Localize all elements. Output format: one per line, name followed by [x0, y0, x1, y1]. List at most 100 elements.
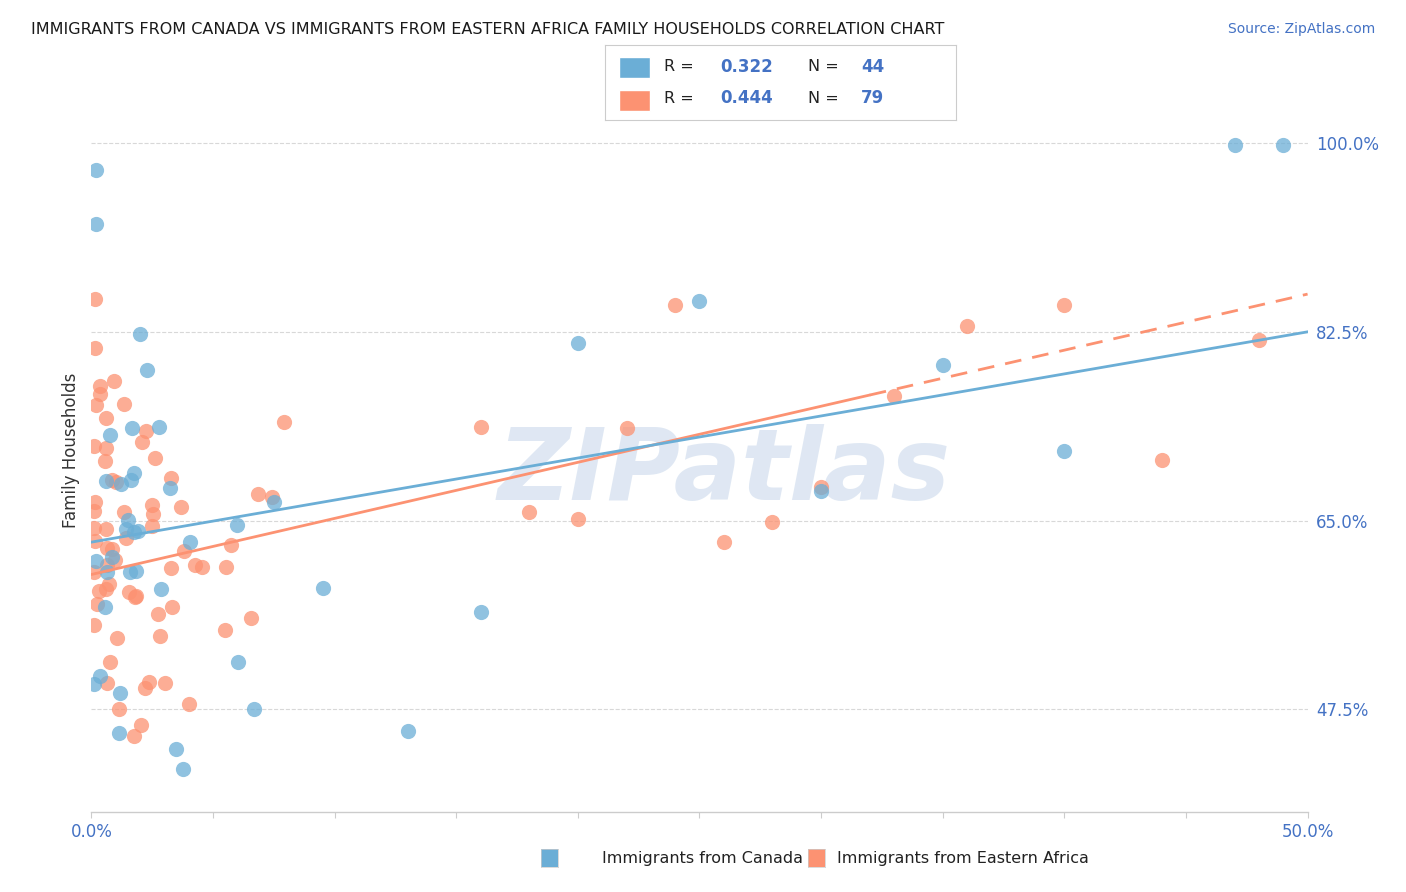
Text: ZIPatlas: ZIPatlas — [498, 424, 950, 521]
Point — [149, 582, 172, 597]
Point — [170, 500, 193, 515]
Point — [108, 686, 131, 700]
Point — [713, 535, 735, 549]
Point — [179, 698, 201, 712]
Text: Immigrants from Canada: Immigrants from Canada — [603, 851, 803, 865]
Point — [260, 490, 283, 504]
Point — [124, 591, 146, 605]
Point — [214, 623, 236, 637]
Point — [101, 550, 124, 565]
Point — [98, 655, 121, 669]
Point — [127, 524, 149, 538]
Point — [121, 421, 143, 435]
Point — [173, 543, 195, 558]
Point — [84, 217, 107, 231]
Point — [136, 363, 159, 377]
Point — [1053, 298, 1076, 312]
Point — [247, 486, 270, 500]
Point — [122, 729, 145, 743]
Point — [1150, 452, 1173, 467]
Point — [159, 481, 181, 495]
Point — [1053, 443, 1076, 458]
Point — [101, 473, 124, 487]
Point — [83, 521, 105, 535]
Point — [117, 513, 139, 527]
Point — [118, 585, 141, 599]
Point — [143, 450, 166, 465]
Text: Source: ZipAtlas.com: Source: ZipAtlas.com — [1227, 22, 1375, 37]
Point — [159, 561, 181, 575]
Point — [94, 599, 117, 614]
Point — [94, 522, 117, 536]
Point — [89, 584, 111, 599]
Point — [86, 597, 108, 611]
Point — [103, 374, 125, 388]
Text: 44: 44 — [860, 58, 884, 76]
Point — [149, 630, 172, 644]
Point — [97, 577, 120, 591]
Point — [96, 676, 118, 690]
Point — [165, 742, 187, 756]
Point — [96, 582, 118, 596]
Point — [83, 618, 105, 632]
Point — [84, 554, 107, 568]
Point — [616, 421, 638, 435]
Point — [129, 718, 152, 732]
Point — [84, 398, 107, 412]
Point — [160, 600, 183, 615]
Point — [567, 512, 589, 526]
Point — [94, 474, 117, 488]
Point — [125, 589, 148, 603]
Point — [93, 454, 115, 468]
Point — [141, 518, 163, 533]
Point — [883, 388, 905, 402]
Point — [108, 702, 131, 716]
Point — [810, 480, 832, 494]
Point — [470, 605, 492, 619]
Point — [134, 681, 156, 695]
Point — [83, 677, 105, 691]
Point — [108, 726, 131, 740]
Point — [94, 411, 117, 425]
Point — [226, 518, 249, 533]
Point — [89, 387, 111, 401]
Point — [688, 293, 710, 308]
Point — [115, 531, 138, 545]
Point — [761, 516, 783, 530]
Text: R =: R = — [665, 59, 699, 74]
Text: Immigrants from Eastern Africa: Immigrants from Eastern Africa — [837, 851, 1090, 865]
Point — [148, 420, 170, 434]
Point — [179, 535, 201, 549]
Point — [664, 298, 686, 312]
Point — [84, 533, 107, 548]
Point — [100, 428, 122, 442]
Text: 0.322: 0.322 — [721, 58, 773, 76]
Point — [160, 471, 183, 485]
Text: R =: R = — [665, 91, 699, 106]
Point — [131, 435, 153, 450]
Point — [83, 566, 105, 580]
Point — [810, 483, 832, 498]
Point — [1272, 138, 1295, 153]
Point — [112, 505, 135, 519]
Point — [243, 702, 266, 716]
Text: N =: N = — [808, 59, 845, 74]
Point — [470, 419, 492, 434]
Point — [138, 675, 160, 690]
Point — [89, 378, 111, 392]
Point — [956, 319, 979, 334]
Point — [128, 327, 150, 342]
Point — [122, 524, 145, 539]
Point — [172, 762, 194, 776]
Point — [83, 439, 105, 453]
Point — [83, 293, 105, 307]
Point — [112, 397, 135, 411]
Point — [153, 675, 176, 690]
Point — [146, 607, 169, 621]
Point — [96, 558, 118, 573]
Point — [219, 538, 242, 552]
Text: N =: N = — [808, 91, 845, 106]
Point — [104, 552, 127, 566]
Point — [142, 508, 165, 522]
Point — [105, 631, 128, 645]
